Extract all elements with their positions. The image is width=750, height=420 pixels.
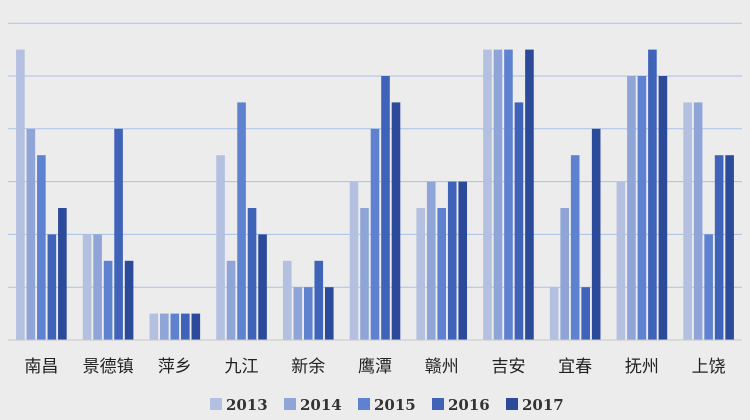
category-label: 南昌 [24, 357, 58, 377]
legend: 2013 2014 2015 2016 2017 [210, 396, 564, 414]
legend-swatch-2013 [210, 398, 222, 410]
bar-2016-8 [581, 287, 590, 340]
bar-2017-10 [725, 155, 734, 340]
bar-2017-8 [591, 128, 601, 340]
category-label: 赣州 [425, 357, 459, 377]
bar-2015-0 [37, 155, 46, 340]
bar-2014-4 [293, 287, 303, 340]
bar-2015-4 [303, 287, 313, 340]
legend-label-2014: 2014 [300, 396, 342, 414]
legend-swatch-2017 [506, 398, 518, 410]
bar-2017-3 [258, 234, 267, 340]
bar-2014-1 [93, 234, 102, 340]
bar-2013-7 [483, 49, 492, 340]
category-label: 宜春 [558, 357, 592, 377]
bar-2016-9 [648, 49, 657, 340]
bar-2016-4 [314, 260, 324, 340]
bar-2015-6 [437, 208, 447, 340]
bar-2014-2 [160, 313, 169, 340]
bar-2015-8 [570, 155, 580, 340]
bar-2013-10 [683, 102, 692, 341]
category-label: 新余 [291, 357, 325, 377]
bar-2014-7 [493, 49, 503, 340]
bar-2016-10 [714, 155, 724, 340]
category-label: 九江 [225, 357, 259, 377]
bar-2017-9 [658, 76, 668, 340]
legend-label-2017: 2017 [522, 396, 564, 414]
bar-2013-6 [416, 208, 426, 340]
category-label: 景德镇 [83, 357, 134, 377]
legend-label-2013: 2013 [226, 396, 268, 414]
bar-2015-2 [170, 313, 180, 340]
bar-2016-3 [247, 208, 257, 340]
bar-2013-9 [616, 181, 626, 340]
bar-2014-0 [26, 128, 36, 340]
bar-2013-1 [82, 234, 92, 340]
bar-2015-5 [370, 128, 380, 340]
category-label: 抚州 [625, 357, 659, 377]
category-label: 鹰潭 [358, 357, 392, 377]
bar-2013-4 [282, 260, 292, 340]
bar-2016-6 [447, 181, 457, 340]
bar-2017-7 [525, 49, 534, 340]
bar-2013-3 [216, 155, 225, 340]
legend-swatch-2014 [284, 398, 296, 410]
bar-2015-10 [704, 234, 713, 340]
category-label: 萍乡 [158, 357, 192, 377]
bar-2017-5 [391, 102, 401, 341]
bar-2016-5 [381, 76, 390, 340]
bar-2015-3 [237, 102, 246, 341]
bar-2013-0 [16, 49, 25, 340]
bar-2017-4 [324, 287, 334, 340]
bar-2014-9 [627, 76, 636, 340]
bar-2014-3 [226, 260, 236, 340]
category-label: 上饶 [692, 357, 726, 377]
legend-label-2015: 2015 [374, 396, 416, 414]
bar-2013-8 [549, 287, 559, 340]
bar-2016-1 [114, 128, 123, 340]
legend-swatch-2015 [358, 398, 370, 410]
bar-2017-0 [58, 208, 67, 340]
bar-2017-1 [124, 260, 134, 340]
bar-2013-2 [149, 313, 159, 340]
bar-2015-9 [637, 76, 647, 340]
bar-2013-5 [349, 181, 359, 340]
bar-2015-7 [504, 49, 513, 340]
legend-swatch-2016 [432, 398, 444, 410]
category-labels: 南昌 景德镇 萍乡 九江 新余 鹰潭 赣州 吉安 宜春 抚州 上饶 [24, 357, 725, 377]
bar-2014-8 [560, 208, 569, 340]
bars [16, 49, 734, 341]
category-label: 吉安 [491, 357, 525, 377]
bar-2017-6 [458, 181, 468, 340]
bar-2014-5 [360, 208, 369, 340]
bar-2016-0 [47, 234, 57, 340]
bar-2014-10 [693, 102, 703, 341]
legend-label-2016: 2016 [448, 396, 490, 414]
bar-2017-2 [191, 313, 201, 340]
bar-2015-1 [103, 260, 113, 340]
bar-2016-2 [181, 313, 190, 340]
bar-2016-7 [514, 102, 524, 341]
bar-2014-6 [426, 181, 436, 340]
